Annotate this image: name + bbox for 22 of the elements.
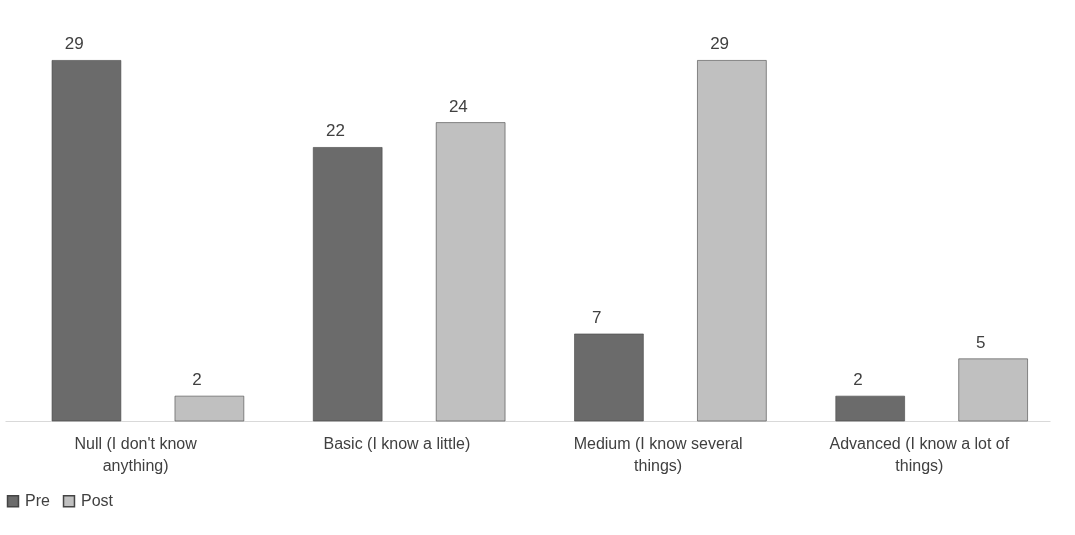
x-tick-label: Medium (I know several things) bbox=[573, 434, 743, 474]
bar bbox=[51, 60, 122, 422]
legend-label: Post bbox=[81, 492, 114, 510]
data-label: 2 bbox=[853, 370, 863, 390]
data-label: 29 bbox=[710, 34, 730, 54]
x-tick-label: Advanced (I know a lot of things) bbox=[829, 434, 1010, 474]
data-label: 5 bbox=[976, 332, 986, 352]
x-tick-label: Basic (I know a little) bbox=[323, 434, 471, 452]
data-label: 22 bbox=[325, 121, 345, 141]
data-label: 24 bbox=[448, 96, 468, 116]
x-tick-label: Null (I don't know anything) bbox=[74, 434, 198, 474]
bar bbox=[697, 60, 767, 422]
legend-label: Pre bbox=[25, 492, 50, 510]
data-label: 2 bbox=[192, 370, 202, 390]
bar bbox=[958, 358, 1028, 422]
bar bbox=[835, 395, 905, 422]
data-label: 7 bbox=[591, 307, 602, 327]
bar bbox=[574, 333, 644, 422]
bar bbox=[174, 395, 245, 422]
bar bbox=[435, 122, 506, 422]
bar bbox=[312, 147, 383, 422]
data-label: 29 bbox=[64, 34, 84, 54]
